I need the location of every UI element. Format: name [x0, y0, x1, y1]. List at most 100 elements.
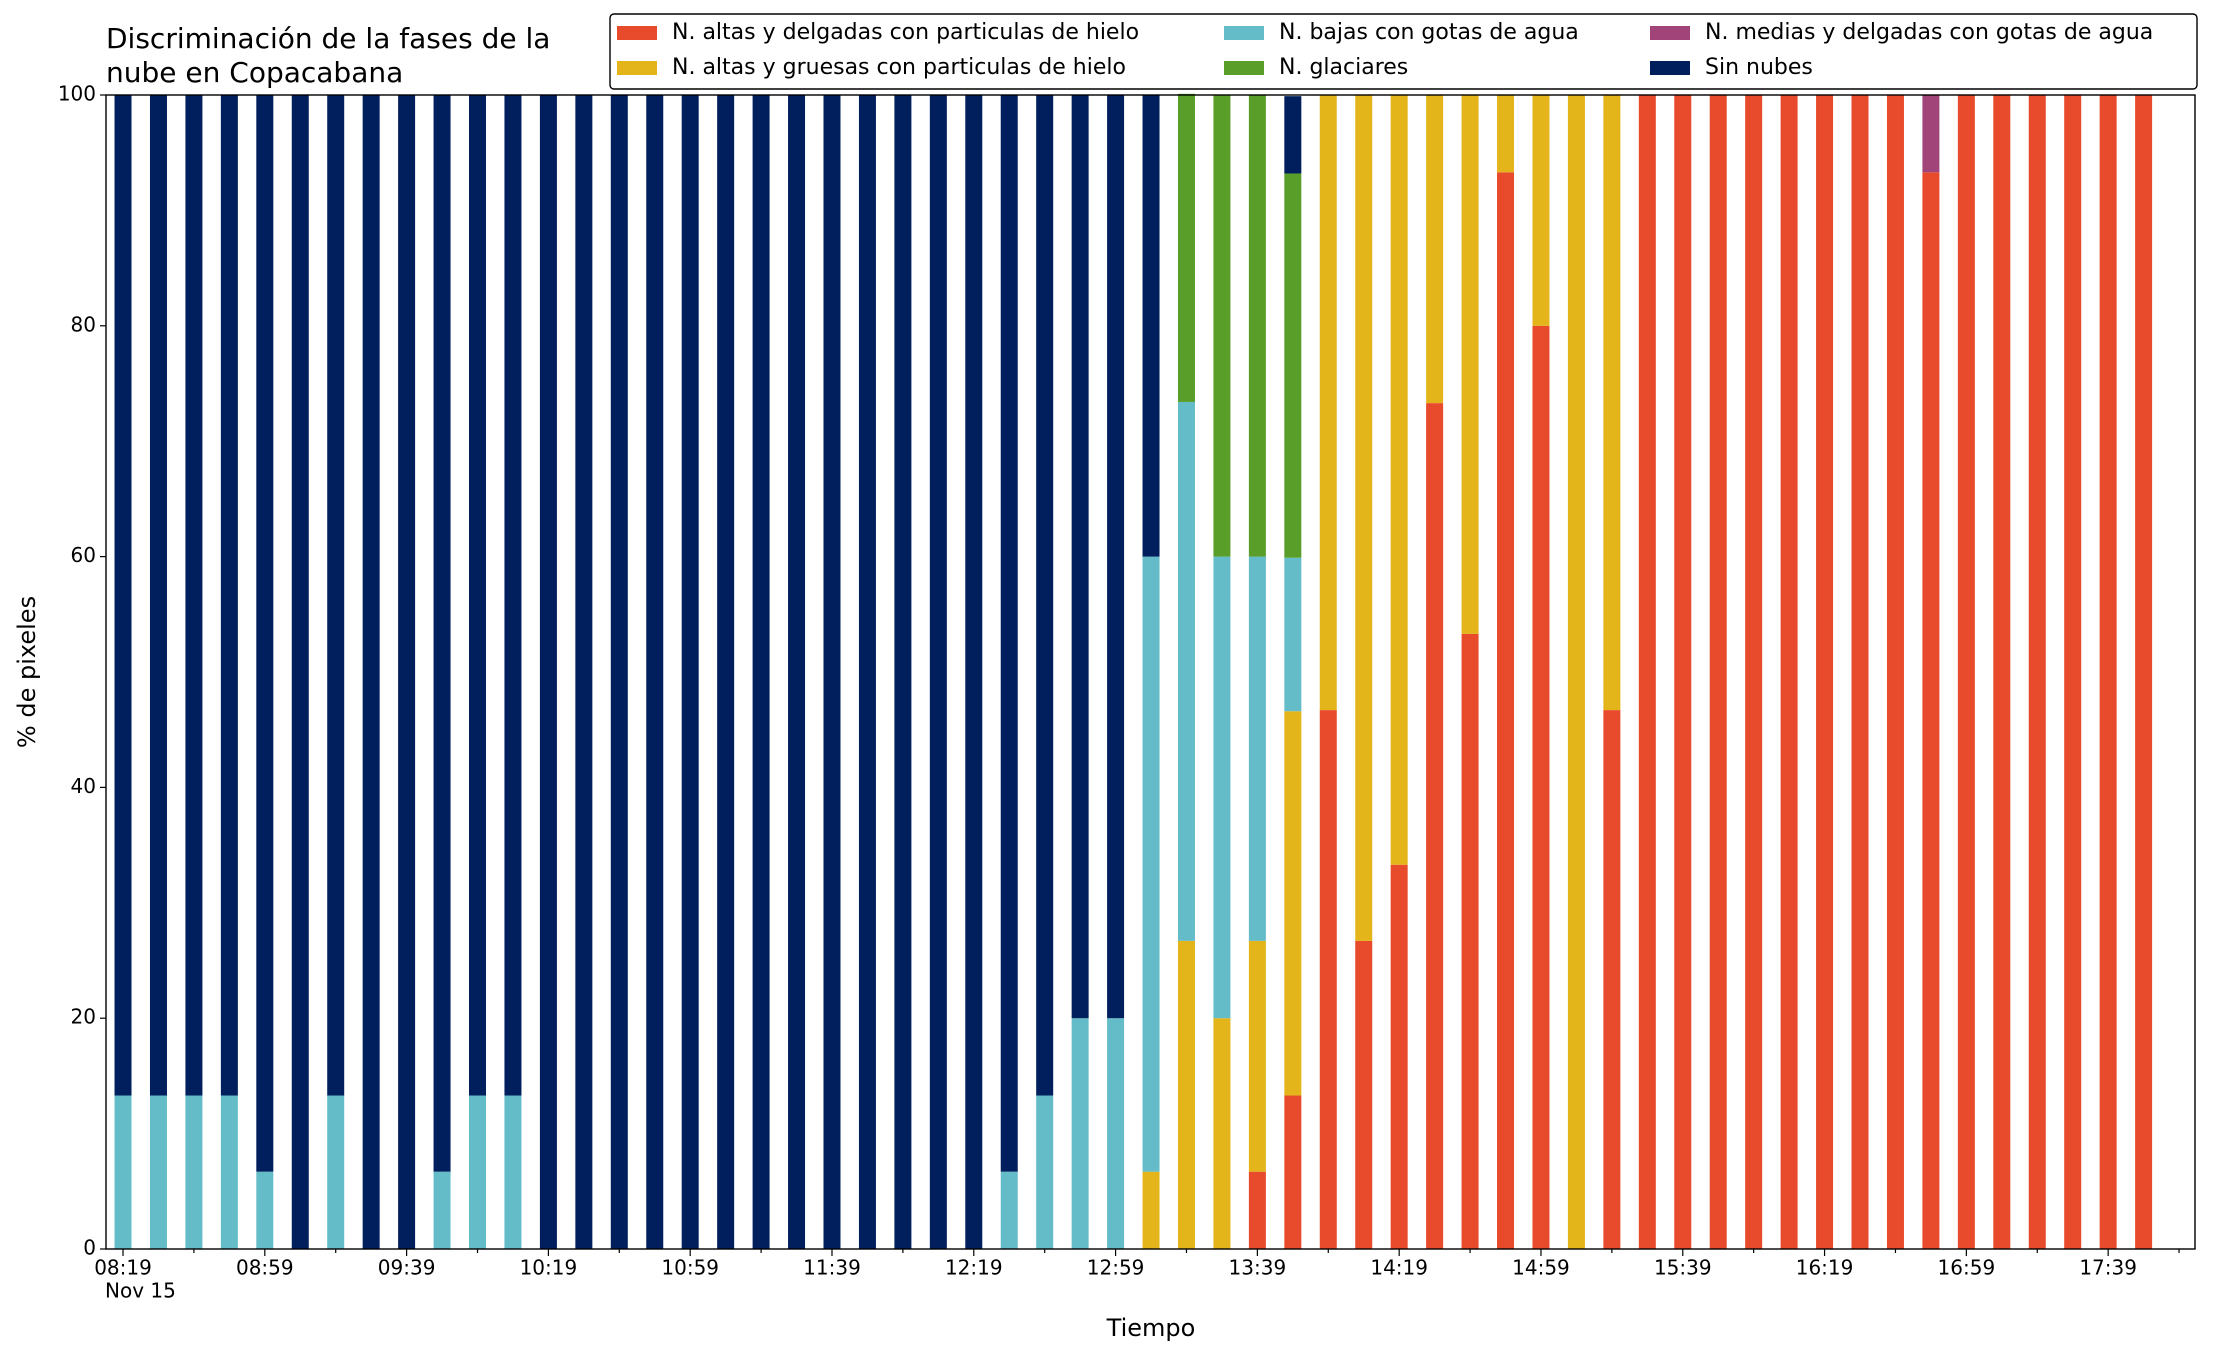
bar-segment — [1638, 95, 1656, 1249]
bar-segment — [256, 1171, 274, 1249]
legend-label: Sin nubes — [1705, 55, 1813, 80]
bar-segment — [610, 95, 628, 1249]
bar-segment — [1248, 95, 1266, 557]
bar-segment — [1036, 1095, 1054, 1249]
x-tick-label: 10:59 — [661, 1256, 719, 1280]
bar-segment — [1248, 940, 1266, 1172]
bar-segment — [1567, 95, 1585, 1249]
bar-segment — [858, 95, 876, 1249]
bar-segment — [1177, 93, 1195, 402]
bar-segment — [2064, 95, 2082, 1249]
bar-segment — [1107, 95, 1125, 1019]
plot-frame — [105, 94, 2196, 1250]
bar-segment — [1177, 940, 1195, 1249]
bar-segment — [1213, 1018, 1231, 1249]
bar-segment — [1426, 95, 1444, 404]
y-axis-label: % de pixeles — [13, 596, 41, 748]
bar-segment — [575, 95, 593, 1249]
bar-segment — [1461, 95, 1479, 634]
bar-segment — [291, 95, 309, 1249]
x-tick-label: 14:59 — [1512, 1256, 1570, 1280]
bar-segment — [965, 95, 983, 1249]
y-tick-label: 0 — [83, 1236, 96, 1260]
bar-segment — [469, 95, 487, 1096]
bar-segment — [1532, 325, 1550, 1249]
bar-segment — [1213, 556, 1231, 1019]
bar-segment — [681, 95, 699, 1249]
legend-swatch — [1650, 26, 1690, 40]
x-tick-label: 09:39 — [378, 1256, 436, 1280]
legend-swatch — [1650, 61, 1690, 75]
bar-segment — [1319, 710, 1337, 1249]
bar-segment — [1213, 95, 1231, 557]
legend-label: N. altas y gruesas con particulas de hie… — [672, 55, 1126, 80]
bar-segment — [1000, 1171, 1018, 1249]
x-axis-label: Tiempo — [1106, 1314, 1196, 1342]
bar-segment — [1284, 711, 1302, 1096]
bar-segment — [717, 95, 735, 1249]
bar-segment — [433, 1171, 451, 1249]
y-tick-label: 80 — [71, 312, 96, 336]
bar-segment — [1177, 401, 1195, 941]
bar-segment — [1426, 403, 1444, 1249]
x-tick-label: 16:59 — [1938, 1256, 1996, 1280]
bar-segment — [327, 1095, 345, 1249]
chart-title: nube en Copacabana — [106, 56, 403, 89]
x-tick-label: 13:39 — [1229, 1256, 1287, 1280]
legend-swatch — [617, 61, 657, 75]
bar-segment — [1532, 95, 1550, 326]
legend-label: N. bajas con gotas de agua — [1279, 20, 1579, 45]
bar-segment — [929, 95, 947, 1249]
bar-segment — [1674, 95, 1692, 1249]
x-tick-label: 12:59 — [1087, 1256, 1145, 1280]
bar-segment — [1142, 1171, 1160, 1249]
bar-segment — [1071, 1018, 1089, 1249]
bar-segment — [149, 95, 167, 1096]
bar-segment — [469, 1095, 487, 1249]
bar-segment — [1248, 556, 1266, 941]
legend-label: N. glaciares — [1279, 55, 1408, 80]
bar-segment — [788, 95, 806, 1249]
bar-segment — [1851, 95, 1869, 1249]
bar-segment — [894, 95, 912, 1249]
legend-swatch — [1224, 26, 1264, 40]
bar-segment — [2099, 95, 2117, 1249]
bar-segment — [1745, 95, 1763, 1249]
chart-title: Discriminación de la fases de la — [106, 22, 550, 55]
bar-segment — [149, 1095, 167, 1249]
x-tick-label: 08:59 — [236, 1256, 294, 1280]
legend-label: N. medias y delgadas con gotas de agua — [1705, 20, 2153, 45]
bar-segment — [220, 95, 238, 1096]
bar-segment — [327, 95, 345, 1096]
bar-segment — [823, 95, 841, 1249]
bar-segment — [2028, 95, 2046, 1249]
bar-segment — [1993, 95, 2011, 1249]
bar-segment — [114, 95, 132, 1096]
bar-segment — [1922, 95, 1940, 173]
bar-segment — [1390, 95, 1408, 865]
legend-label: N. altas y delgadas con particulas de hi… — [672, 20, 1139, 45]
y-tick-label: 100 — [58, 82, 96, 106]
x-tick-label: 16:19 — [1796, 1256, 1854, 1280]
y-tick-label: 40 — [71, 774, 96, 798]
bar-segment — [1071, 95, 1089, 1019]
bar-segment — [646, 95, 664, 1249]
legend-swatch — [1224, 61, 1264, 75]
bar-segment — [1922, 172, 1940, 1249]
x-tick-label: 15:39 — [1654, 1256, 1712, 1280]
bar-segment — [433, 95, 451, 1172]
x-date-label: Nov 15 — [105, 1279, 176, 1303]
bar-segment — [1886, 95, 1904, 1249]
bar-segment — [1284, 173, 1302, 558]
x-tick-label: 12:19 — [945, 1256, 1003, 1280]
bar-segment — [1107, 1018, 1125, 1249]
x-tick-label: 08:19 — [94, 1256, 152, 1280]
x-tick-label: 14:19 — [1370, 1256, 1428, 1280]
legend-box — [609, 13, 2198, 90]
bar-segment — [1816, 95, 1834, 1249]
bar-segment — [1497, 95, 1515, 173]
bar-segment — [1603, 710, 1621, 1249]
bar-segment — [539, 95, 557, 1249]
bar-segment — [1036, 95, 1054, 1096]
